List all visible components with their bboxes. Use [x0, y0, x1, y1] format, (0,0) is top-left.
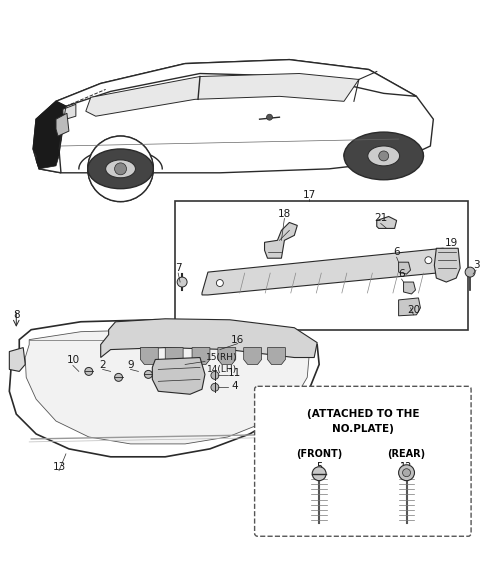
Text: 21: 21 — [374, 214, 387, 223]
Text: (REAR): (REAR) — [387, 449, 426, 459]
Text: 15(RH): 15(RH) — [206, 353, 238, 362]
Circle shape — [211, 384, 219, 391]
Circle shape — [88, 136, 153, 202]
Circle shape — [144, 370, 152, 378]
FancyBboxPatch shape — [254, 386, 471, 536]
Circle shape — [216, 279, 223, 286]
Text: 16: 16 — [231, 335, 244, 344]
Text: 2: 2 — [99, 361, 106, 370]
Polygon shape — [202, 248, 448, 295]
Text: 18: 18 — [278, 209, 291, 218]
Circle shape — [115, 373, 122, 381]
Polygon shape — [141, 347, 158, 365]
Text: 10: 10 — [66, 355, 80, 366]
Polygon shape — [101, 319, 317, 358]
Text: 5: 5 — [316, 462, 322, 472]
Text: 11: 11 — [228, 369, 241, 378]
Polygon shape — [244, 347, 262, 365]
Polygon shape — [33, 101, 66, 169]
Text: 20: 20 — [407, 305, 420, 315]
Ellipse shape — [106, 160, 135, 178]
Ellipse shape — [368, 146, 399, 166]
Circle shape — [379, 151, 389, 161]
Ellipse shape — [344, 132, 423, 180]
Polygon shape — [398, 262, 410, 274]
Polygon shape — [377, 217, 396, 229]
Polygon shape — [9, 347, 25, 372]
Text: 6: 6 — [393, 247, 400, 257]
Polygon shape — [165, 347, 183, 365]
Text: 7: 7 — [175, 263, 181, 273]
Circle shape — [115, 163, 127, 175]
Text: 9: 9 — [127, 361, 134, 370]
Polygon shape — [9, 320, 319, 457]
Polygon shape — [264, 222, 297, 258]
Polygon shape — [56, 59, 417, 107]
Text: 13: 13 — [52, 462, 66, 472]
Text: 19: 19 — [444, 238, 458, 248]
Text: 6: 6 — [398, 269, 405, 279]
Circle shape — [465, 267, 475, 277]
Text: 8: 8 — [13, 310, 20, 320]
Text: 17: 17 — [302, 190, 316, 200]
Polygon shape — [218, 347, 236, 365]
Polygon shape — [56, 113, 69, 136]
Circle shape — [398, 465, 415, 480]
Text: NO.PLATE): NO.PLATE) — [332, 424, 394, 434]
Polygon shape — [152, 358, 205, 394]
Polygon shape — [33, 101, 66, 173]
Ellipse shape — [88, 149, 153, 189]
FancyBboxPatch shape — [175, 200, 468, 329]
Circle shape — [403, 469, 410, 477]
Text: (FRONT): (FRONT) — [296, 449, 342, 459]
Text: 4: 4 — [231, 381, 238, 391]
Polygon shape — [434, 248, 460, 282]
Polygon shape — [267, 347, 286, 365]
Polygon shape — [63, 104, 76, 119]
Text: 3: 3 — [473, 260, 480, 270]
Polygon shape — [398, 298, 420, 316]
Circle shape — [177, 277, 187, 287]
Circle shape — [425, 257, 432, 264]
Polygon shape — [33, 59, 433, 173]
Circle shape — [312, 467, 326, 480]
Circle shape — [266, 114, 273, 120]
Polygon shape — [86, 74, 359, 116]
Text: 12: 12 — [400, 462, 413, 472]
Polygon shape — [25, 329, 309, 444]
Text: (ATTACHED TO THE: (ATTACHED TO THE — [307, 409, 419, 419]
Text: 14(LH): 14(LH) — [207, 365, 237, 374]
Polygon shape — [192, 347, 210, 365]
Circle shape — [211, 372, 219, 380]
Circle shape — [88, 136, 153, 202]
Circle shape — [85, 367, 93, 376]
Polygon shape — [404, 282, 416, 294]
